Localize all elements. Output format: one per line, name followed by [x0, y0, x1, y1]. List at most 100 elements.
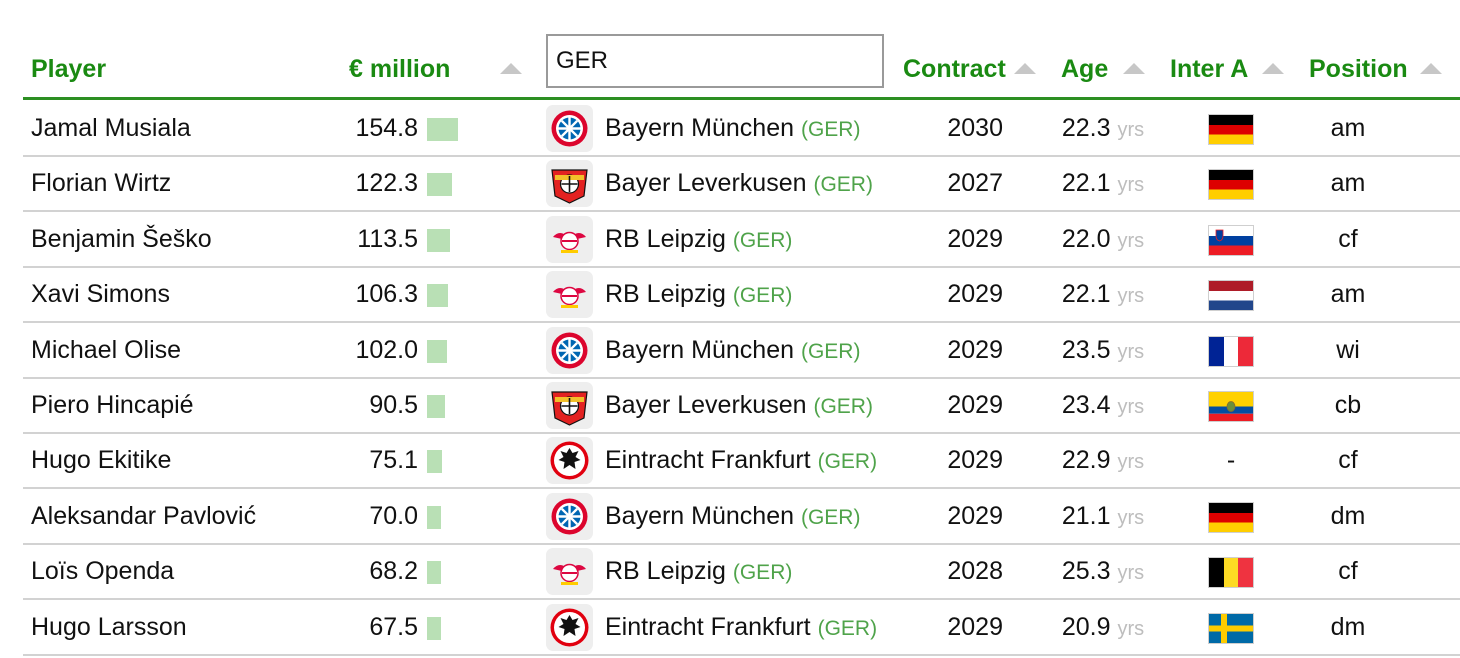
header-position[interactable]: Position: [1309, 55, 1408, 83]
club-cell[interactable]: RB Leipzig (GER): [605, 213, 792, 266]
table-row: Loïs Openda 68.2 RB Leipzig (GER) 2028 2…: [23, 545, 1460, 601]
club-country: (GER): [800, 339, 861, 363]
club-name[interactable]: Bayer Leverkusen: [605, 391, 807, 419]
header-player[interactable]: Player: [31, 55, 107, 83]
sort-age-arrow-icon[interactable]: [1123, 63, 1145, 74]
club-name[interactable]: Eintracht Frankfurt: [605, 446, 811, 475]
market-value: 75.1: [369, 446, 418, 475]
market-value: 70.0: [369, 501, 418, 530]
sort-value-arrow-icon[interactable]: [500, 63, 522, 74]
market-value: 106.3: [355, 280, 418, 309]
sort-contract-arrow-icon[interactable]: [1014, 63, 1036, 74]
player-name-link[interactable]: Michael Olise: [31, 335, 182, 364]
table-row: Xavi Simons 106.3 RB Leipzig (GER) 2029 …: [23, 268, 1460, 324]
contract-year: 2029: [947, 501, 1003, 530]
market-value-bar: [427, 228, 450, 252]
club-country: (GER): [732, 284, 793, 308]
age-value: 23.5: [1061, 335, 1111, 364]
club-name[interactable]: Bayern München: [605, 335, 795, 364]
club-cell[interactable]: Bayern München (GER): [605, 324, 860, 377]
position: am: [1330, 114, 1366, 142]
player-name-link[interactable]: Jamal Musiala: [31, 114, 191, 142]
age-cell: 22.1 yrs: [1053, 268, 1153, 321]
club-cell[interactable]: RB Leipzig (GER): [605, 545, 792, 598]
table-row: Jamal Musiala 154.8 Bayern München (GER)…: [23, 102, 1460, 157]
header-divider: [23, 97, 1460, 100]
table-row: Piero Hincapié 90.5 Bayer Leverkusen (GE…: [23, 379, 1460, 434]
sort-position-arrow-icon[interactable]: [1420, 63, 1442, 74]
contract-year: 2029: [947, 280, 1003, 309]
market-value-bar: [427, 561, 441, 585]
player-name-link[interactable]: Hugo Larsson: [31, 612, 187, 641]
player-name-link[interactable]: Hugo Ekitike: [31, 446, 172, 475]
sort-inter-arrow-icon[interactable]: [1262, 63, 1284, 74]
club-name[interactable]: RB Leipzig: [605, 224, 726, 253]
club-logo-icon: [546, 548, 593, 596]
club-cell[interactable]: Bayern München (GER): [605, 490, 860, 543]
club-cell[interactable]: Bayern München (GER): [605, 102, 860, 155]
table-row: Michael Olise 102.0 Bayern München (GER)…: [23, 324, 1460, 379]
club-cell[interactable]: Bayer Leverkusen (GER): [605, 379, 873, 432]
market-value-bar: [427, 118, 458, 141]
club-logo-icon: [546, 215, 593, 263]
nationality-none: -: [1226, 446, 1236, 475]
nationality-flag-icon: [1209, 392, 1253, 421]
club-logo-icon: [546, 382, 593, 429]
club-cell[interactable]: RB Leipzig (GER): [605, 268, 792, 321]
club-name[interactable]: RB Leipzig: [605, 280, 726, 309]
club-country: (GER): [817, 450, 878, 474]
market-value-bar: [427, 450, 442, 474]
position: cf: [1338, 557, 1358, 586]
market-value: 154.8: [355, 114, 418, 142]
nationality-flag-icon: [1209, 336, 1253, 366]
contract-year: 2029: [947, 612, 1003, 641]
header-inter[interactable]: Inter A: [1170, 55, 1249, 83]
market-value-bar: [427, 284, 449, 308]
club-country: (GER): [817, 616, 878, 640]
player-name-link[interactable]: Xavi Simons: [31, 280, 170, 309]
player-name-link[interactable]: Aleksandar Pavlović: [31, 501, 257, 530]
club-name[interactable]: RB Leipzig: [605, 557, 726, 586]
club-cell[interactable]: Bayer Leverkusen (GER): [605, 157, 873, 210]
age-unit: yrs: [1117, 285, 1145, 308]
header-age[interactable]: Age: [1061, 55, 1109, 83]
player-name-link[interactable]: Florian Wirtz: [31, 169, 172, 198]
age-value: 25.3: [1061, 557, 1111, 586]
club-country: (GER): [813, 173, 873, 197]
club-logo-icon: [546, 437, 593, 485]
position: dm: [1330, 501, 1366, 530]
age-unit: yrs: [1117, 562, 1145, 585]
contract-year: 2029: [947, 391, 1003, 419]
market-value-bar: [427, 395, 446, 418]
contract-year: 2029: [947, 446, 1003, 475]
player-name-link[interactable]: Piero Hincapié: [31, 391, 194, 419]
club-logo-icon: [546, 160, 593, 208]
club-name[interactable]: Eintracht Frankfurt: [605, 612, 811, 641]
club-cell[interactable]: Eintracht Frankfurt (GER): [605, 601, 877, 654]
player-name-link[interactable]: Loïs Openda: [31, 557, 175, 586]
player-name-link[interactable]: Benjamin Šeško: [31, 224, 212, 253]
market-value: 68.2: [369, 557, 418, 586]
header-contract[interactable]: Contract: [903, 55, 1006, 83]
club-name[interactable]: Bayern München: [605, 501, 795, 530]
age-cell: 22.0 yrs: [1053, 213, 1153, 266]
age-unit: yrs: [1117, 119, 1145, 141]
age-cell: 22.9 yrs: [1053, 434, 1153, 487]
age-unit: yrs: [1117, 506, 1145, 529]
club-cell[interactable]: Eintracht Frankfurt (GER): [605, 434, 877, 487]
table-header: Player € million Contract Age Inter A Po…: [0, 0, 1460, 100]
age-cell: 21.1 yrs: [1053, 490, 1153, 543]
club-logo-icon: [546, 105, 593, 152]
market-value: 67.5: [369, 612, 418, 641]
club-filter-input[interactable]: [546, 34, 884, 88]
age-unit: yrs: [1117, 617, 1145, 640]
header-value[interactable]: € million: [349, 55, 451, 83]
age-value: 20.9: [1061, 612, 1111, 641]
table-row: Benjamin Šeško 113.5 RB Leipzig (GER) 20…: [23, 213, 1460, 268]
nationality-flag-icon: [1209, 170, 1253, 200]
club-name[interactable]: Bayern München: [605, 114, 795, 142]
age-unit: yrs: [1117, 229, 1145, 252]
club-name[interactable]: Bayer Leverkusen: [605, 169, 807, 198]
club-logo-icon: [546, 326, 593, 374]
age-unit: yrs: [1117, 451, 1145, 474]
